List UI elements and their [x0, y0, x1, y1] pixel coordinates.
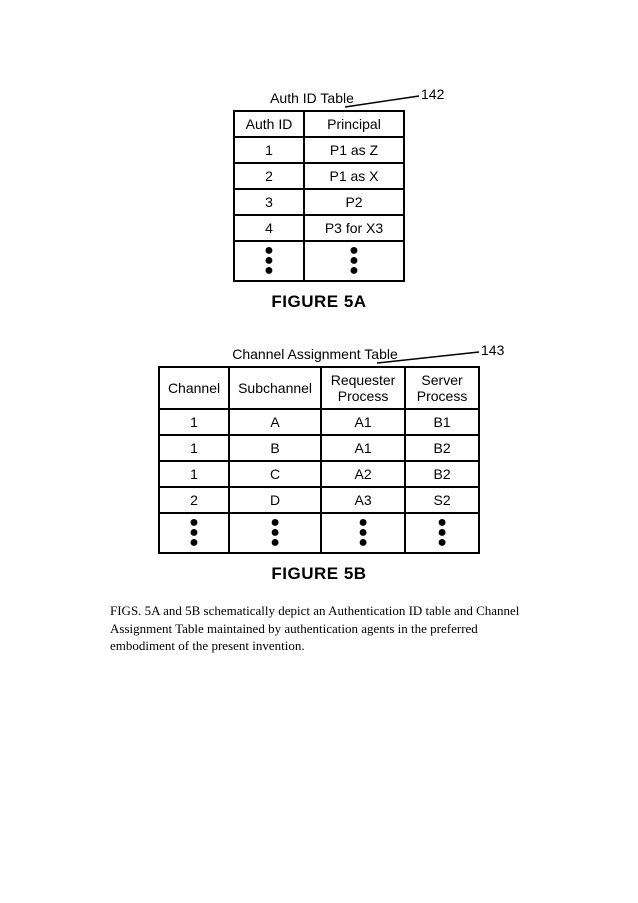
page: Auth ID Table 142 Auth IDPrincipal1P1 as… — [0, 0, 638, 903]
ellipsis-cell: ●●● — [159, 513, 229, 553]
ellipsis-cell: ●●● — [321, 513, 405, 553]
table-cell: A1 — [321, 435, 405, 461]
table-cell: S2 — [405, 487, 479, 513]
table-cell: B — [229, 435, 321, 461]
table-cell: 1 — [159, 409, 229, 435]
table-cell: P2 — [304, 189, 404, 215]
table-cell: 2 — [234, 163, 304, 189]
table-cell: A1 — [321, 409, 405, 435]
col-header: Auth ID — [234, 111, 304, 137]
table-row: 2DA3S2 — [159, 487, 479, 513]
table-cell: P3 for X3 — [304, 215, 404, 241]
col-header: Channel — [159, 367, 229, 409]
ellipsis-row: ●●●●●● — [234, 241, 404, 281]
ellipsis-cell: ●●● — [234, 241, 304, 281]
table-cell: D — [229, 487, 321, 513]
table-row: 2P1 as X — [234, 163, 404, 189]
col-header: ServerProcess — [405, 367, 479, 409]
table-cell: P1 as X — [304, 163, 404, 189]
footer-caption: FIGS. 5A and 5B schematically depict an … — [110, 602, 540, 655]
table-cell: A3 — [321, 487, 405, 513]
table-cell: B2 — [405, 461, 479, 487]
table-row: 1P1 as Z — [234, 137, 404, 163]
ref-143: 143 — [481, 342, 504, 358]
table-row: 1BA1B2 — [159, 435, 479, 461]
table-5a-title: Auth ID Table — [227, 90, 397, 106]
table-cell: P1 as Z — [304, 137, 404, 163]
ellipsis-cell: ●●● — [229, 513, 321, 553]
col-header: Principal — [304, 111, 404, 137]
figure-5a: Auth ID Table 1 4 2 Auth IDPrincipal1P1 as… — [169, 90, 469, 312]
table-row: 1CA2B2 — [159, 461, 479, 487]
table-cell: 3 — [234, 189, 304, 215]
table-cell: 1 — [159, 461, 229, 487]
ellipsis-cell: ●●● — [304, 241, 404, 281]
table-cell: C — [229, 461, 321, 487]
table-cell: A2 — [321, 461, 405, 487]
ellipsis-row: ●●●●●●●●●●●● — [159, 513, 479, 553]
col-header: RequesterProcess — [321, 367, 405, 409]
table-row: 3P2 — [234, 189, 404, 215]
table-cell: 2 — [159, 487, 229, 513]
table-row: 1AA1B1 — [159, 409, 479, 435]
table-cell: B1 — [405, 409, 479, 435]
figure-5b-caption: FIGURE 5B — [119, 564, 519, 584]
table-row: 4P3 for X3 — [234, 215, 404, 241]
table-cell: 1 — [159, 435, 229, 461]
table-cell: A — [229, 409, 321, 435]
channel-assignment-table: ChannelSubchannelRequesterProcessServerP… — [158, 366, 480, 554]
table-5b-title: Channel Assignment Table — [159, 346, 471, 362]
auth-id-table: Auth IDPrincipal1P1 as Z2P1 as X3P24P3 f… — [233, 110, 405, 282]
figure-5b: Channel Assignment Table 143 ChannelSubc… — [119, 346, 519, 584]
table-header-row: Auth IDPrincipal — [234, 111, 404, 137]
table-header-row: ChannelSubchannelRequesterProcessServerP… — [159, 367, 479, 409]
ellipsis-cell: ●●● — [405, 513, 479, 553]
table-cell: 4 — [234, 215, 304, 241]
col-header: Subchannel — [229, 367, 321, 409]
table-cell: B2 — [405, 435, 479, 461]
table-cell: 1 — [234, 137, 304, 163]
figure-5a-caption: FIGURE 5A — [169, 292, 469, 312]
ref-142: 142 — [421, 86, 444, 102]
